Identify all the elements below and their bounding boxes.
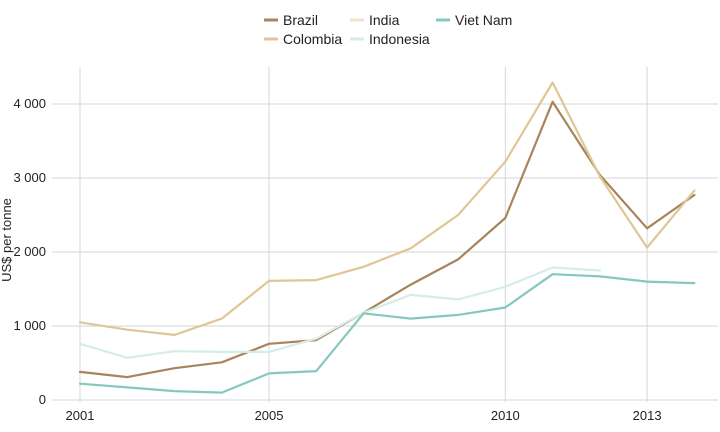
- legend-label-india: India: [369, 12, 400, 28]
- y-axis-label: US$ per tonne: [0, 198, 14, 282]
- y-tick-label: 1 000: [13, 318, 46, 333]
- legend-label-brazil: Brazil: [283, 12, 318, 28]
- legend-label-viet-nam: Viet Nam: [455, 12, 512, 28]
- x-tick-label: 2005: [255, 408, 284, 423]
- legend-label-indonesia: Indonesia: [369, 31, 430, 47]
- series-line-brazil: [78, 100, 696, 379]
- y-tick-label: 3 000: [13, 170, 46, 185]
- series-line-viet-nam: [78, 273, 696, 394]
- legend-label-colombia: Colombia: [283, 31, 342, 47]
- series-line-colombia: [78, 81, 696, 336]
- x-tick-label: 2013: [633, 408, 662, 423]
- y-tick-label: 0: [39, 392, 46, 407]
- grid-lines: [52, 67, 718, 402]
- y-tick-label: 4 000: [13, 96, 46, 111]
- y-tick-label: 2 000: [13, 244, 46, 259]
- series-line-indonesia: [78, 266, 601, 359]
- x-tick-label: 2010: [491, 408, 520, 423]
- x-tick-label: 2001: [66, 408, 95, 423]
- series-lines: [78, 81, 696, 394]
- axes: 0 1 000 2 000 3 000 4 000 2001 2005 2010 2013: [13, 96, 661, 423]
- legend: Brazil Colombia India Indonesia Viet Nam: [264, 12, 512, 47]
